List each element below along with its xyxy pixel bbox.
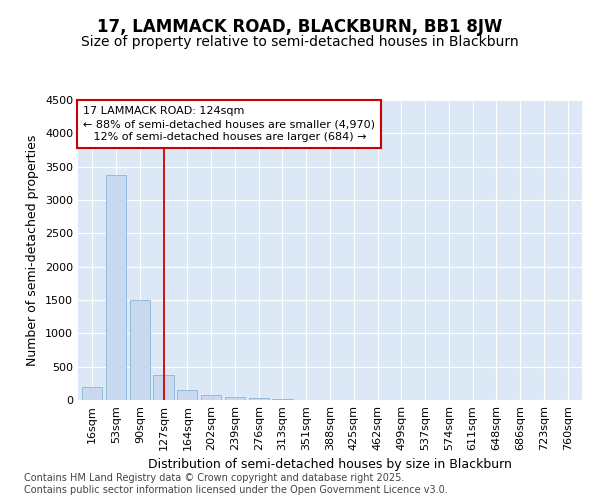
Text: Contains HM Land Registry data © Crown copyright and database right 2025.
Contai: Contains HM Land Registry data © Crown c…: [24, 474, 448, 495]
Bar: [106, 174, 126, 400]
Text: 17 LAMMACK ROAD: 124sqm
← 88% of semi-detached houses are smaller (4,970)
   12%: 17 LAMMACK ROAD: 124sqm ← 88% of semi-de…: [83, 106, 375, 142]
Bar: [130, 300, 150, 400]
Text: 17, LAMMACK ROAD, BLACKBURN, BB1 8JW: 17, LAMMACK ROAD, BLACKBURN, BB1 8JW: [97, 18, 503, 36]
X-axis label: Distribution of semi-detached houses by size in Blackburn: Distribution of semi-detached houses by …: [148, 458, 512, 471]
Bar: [154, 374, 173, 400]
Bar: [272, 399, 293, 400]
Bar: [248, 398, 269, 400]
Bar: [177, 390, 197, 400]
Bar: [82, 386, 103, 400]
Y-axis label: Number of semi-detached properties: Number of semi-detached properties: [26, 134, 40, 366]
Bar: [201, 395, 221, 400]
Text: Size of property relative to semi-detached houses in Blackburn: Size of property relative to semi-detach…: [81, 35, 519, 49]
Bar: [225, 396, 245, 400]
